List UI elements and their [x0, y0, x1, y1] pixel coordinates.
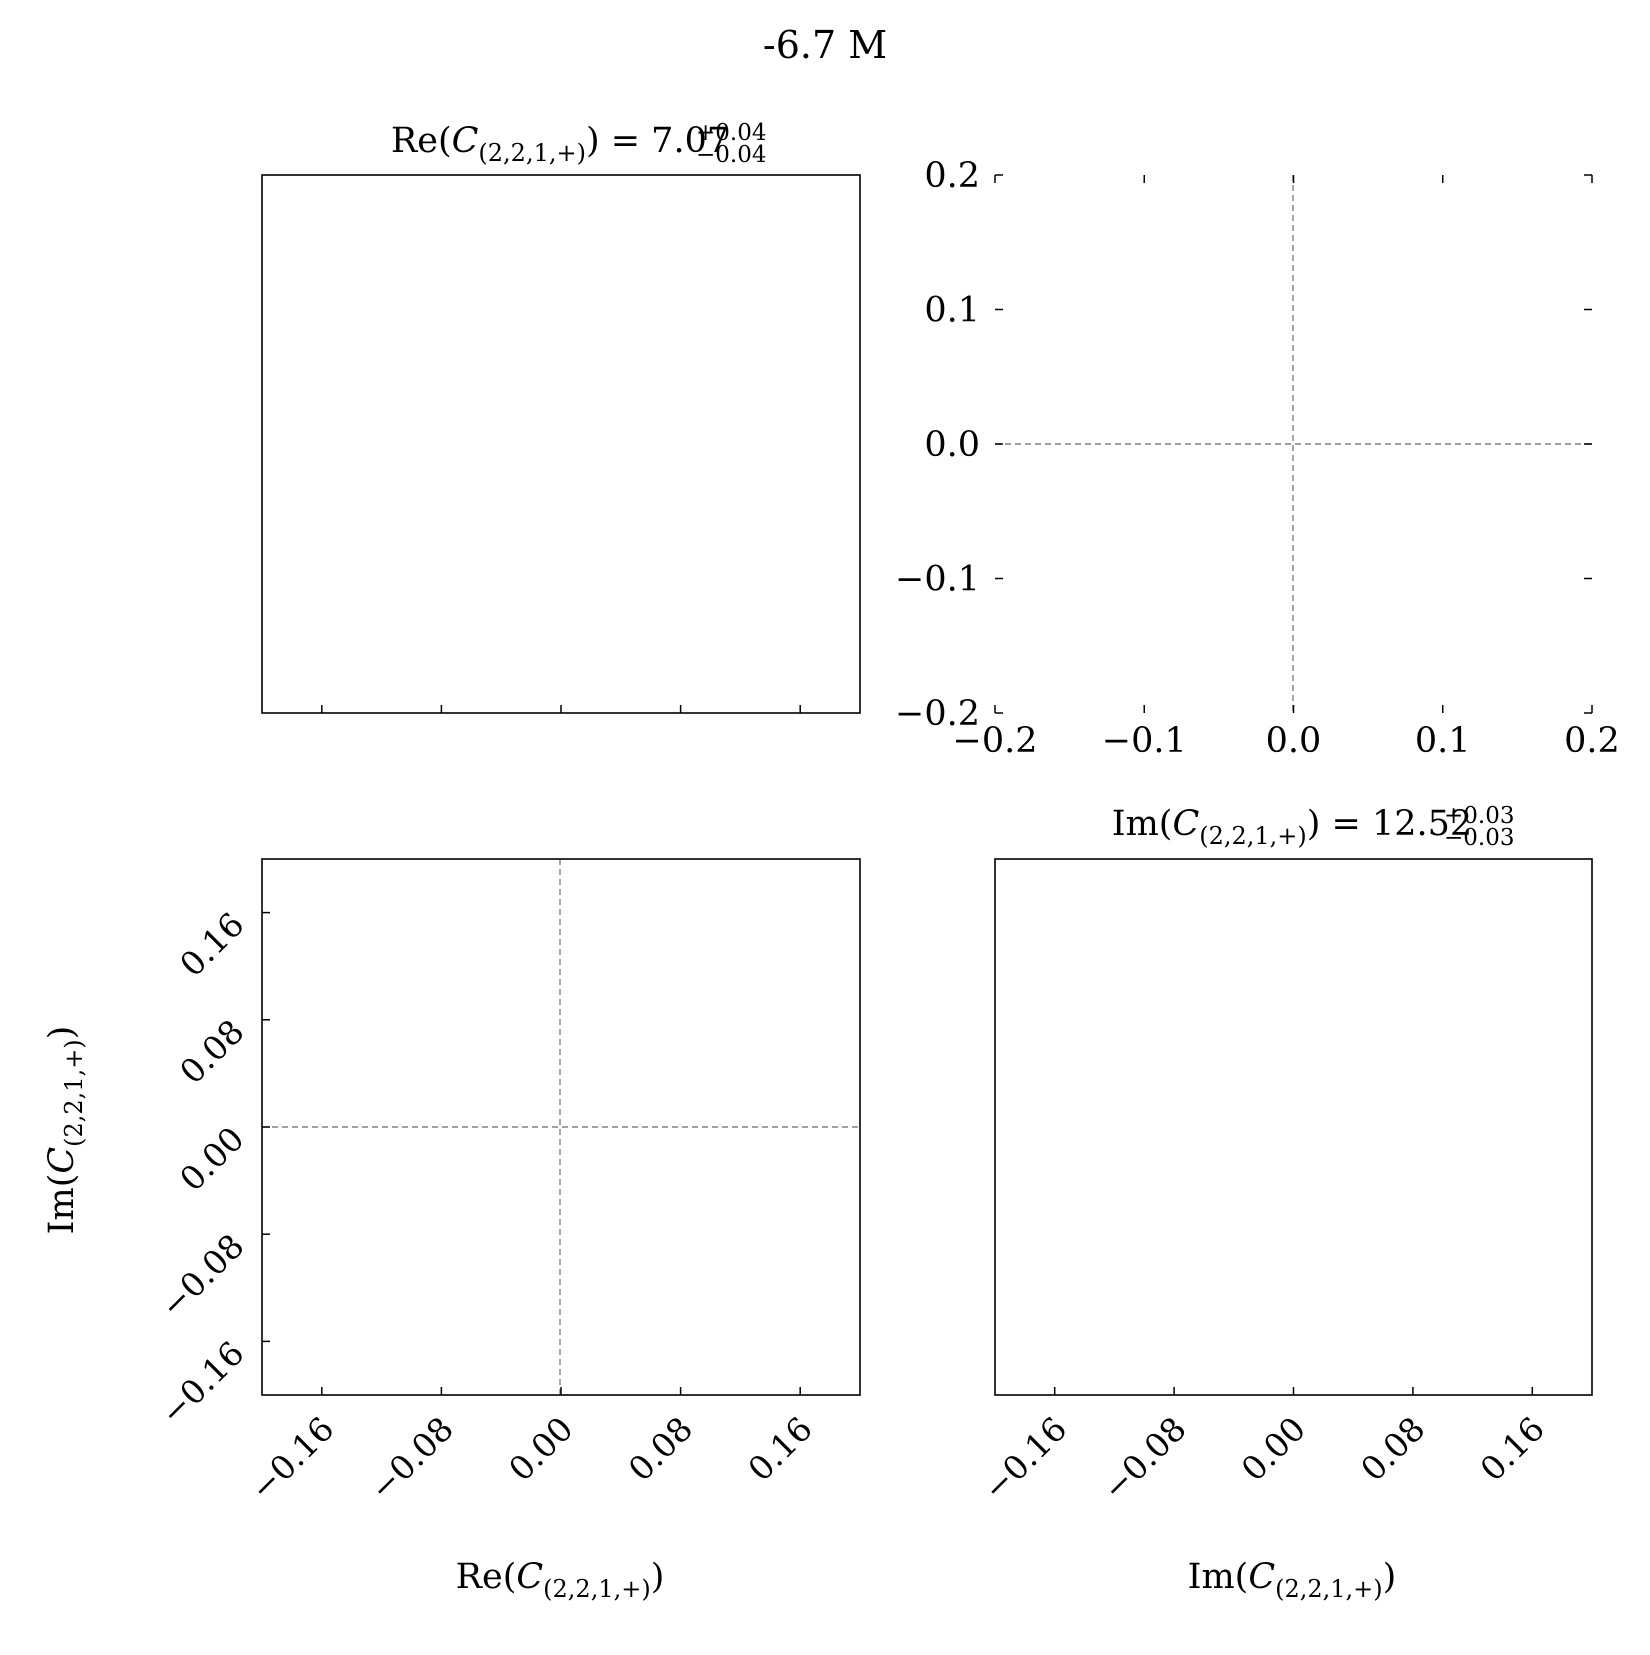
- marginal-re-x-ticks: [321, 705, 801, 713]
- marginal-im-title-minus: −0.03: [1444, 825, 1514, 851]
- unused-corner-x-tick-label-2: 0.0: [1266, 721, 1322, 761]
- marginal-im-x-tick-label-2: 0.00: [1234, 1409, 1314, 1489]
- joint-x-tick-label-4: 0.16: [740, 1409, 820, 1489]
- figure-title: -6.7 M: [763, 23, 887, 67]
- panel-joint: −0.16 −0.08 0.00 0.08 0.16−0.16−0.080.000.08…: [42, 858, 861, 1603]
- marginal-re-title-plus: +0.04: [696, 120, 766, 146]
- panel-marginal-re: Re(C(2,2,1,+)) = 7.07 +0.04 −0.04: [261, 120, 861, 714]
- unused-corner-y-tick-label-2: 0.0: [924, 425, 980, 465]
- joint-y-tick-label-4: 0.16: [172, 905, 252, 985]
- marginal-im-title-plus: +0.03: [1444, 803, 1514, 829]
- joint-y-tick-label-2: 0.00: [172, 1119, 252, 1199]
- joint-y-tick-label-1: −0.08: [153, 1226, 252, 1325]
- joint-y-tick-label-0: −0.16: [153, 1333, 252, 1432]
- unused-corner-x-tick-label-4: 0.2: [1564, 721, 1620, 761]
- unused-corner-ticks: −0.2 −0.1 0.0 0.1 0.2 −0.2 −0.1 0.0 0.1 0.2: [895, 156, 1620, 761]
- panel-unused-corner: −0.2 −0.1 0.0 0.1 0.2 −0.2 −0.1 0.0 0.1 0.2: [895, 156, 1620, 761]
- joint-ticks: −0.16 −0.08 0.00 0.08 0.16−0.16−0.080.000.08…: [153, 905, 820, 1508]
- marginal-im-x-tick-label-3: 0.08: [1353, 1409, 1433, 1489]
- marginal-re-title: Re(C(2,2,1,+)) = 7.07: [391, 121, 729, 167]
- joint-y-tick-label-3: 0.08: [172, 1012, 252, 1092]
- unused-corner-y-tick-label-1: −0.1: [895, 560, 980, 600]
- marginal-im-title: Im(C(2,2,1,+)) = 12.52: [1112, 804, 1472, 850]
- unused-corner-y-tick-label-3: 0.1: [924, 291, 980, 331]
- unused-corner-x-tick-label-0: −0.2: [953, 721, 1038, 761]
- marginal-im-x-tick-label-4: 0.16: [1472, 1409, 1552, 1489]
- marginal-im-x-label: Im(C(2,2,1,+)): [1188, 1557, 1397, 1603]
- unused-corner-x-tick-label-1: −0.1: [1102, 721, 1187, 761]
- joint-frame: [261, 858, 861, 1396]
- unused-corner-x-tick-label-3: 0.1: [1415, 721, 1471, 761]
- marginal-re-frame: [261, 174, 861, 714]
- joint-x-tick-label-2: 0.00: [501, 1409, 581, 1489]
- unused-corner-y-tick-label-4: 0.2: [924, 156, 980, 196]
- panel-marginal-im: Im(C(2,2,1,+)) = 12.52 +0.03 −0.03 −0.16…: [975, 803, 1593, 1603]
- joint-y-label: Im(C(2,2,1,+)): [42, 1026, 88, 1235]
- marginal-im-x-tick-label-0: −0.16: [975, 1409, 1074, 1508]
- joint-x-tick-label-1: −0.08: [362, 1409, 461, 1508]
- marginal-re-title-minus: −0.04: [696, 142, 766, 168]
- joint-x-label: Re(C(2,2,1,+)): [456, 1557, 665, 1603]
- marginal-im-x-ticks: −0.16 −0.08 0.00 0.08 0.16: [975, 1387, 1552, 1508]
- unused-corner-y-tick-label-0: −0.2: [895, 694, 980, 734]
- joint-x-tick-label-0: −0.16: [242, 1409, 341, 1508]
- marginal-im-frame: [994, 858, 1593, 1396]
- marginal-im-x-tick-label-1: −0.08: [1095, 1409, 1194, 1508]
- joint-x-tick-label-3: 0.08: [621, 1409, 701, 1489]
